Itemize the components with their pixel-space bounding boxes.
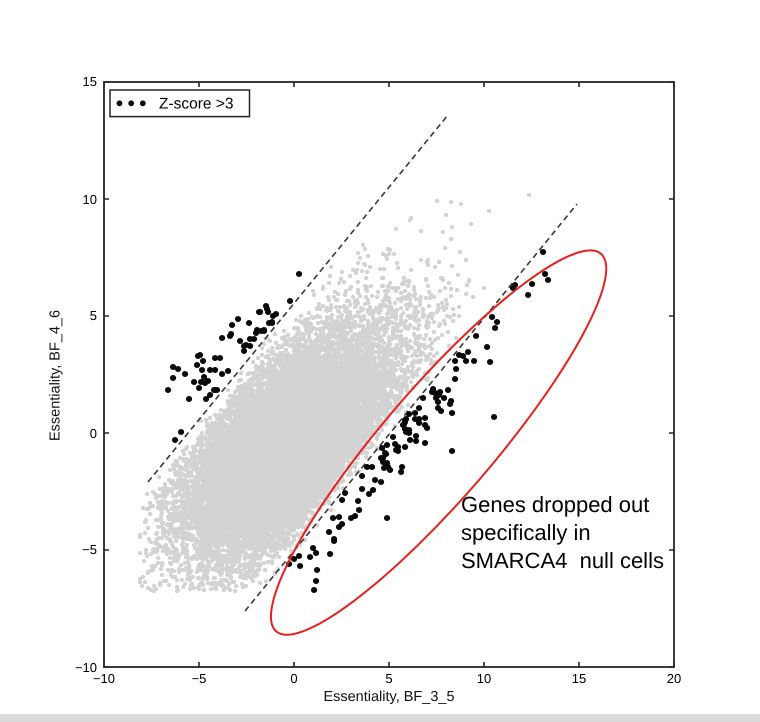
svg-text:20: 20 xyxy=(667,671,681,686)
svg-text:5: 5 xyxy=(90,308,97,323)
svg-text:Genes dropped out: Genes dropped out xyxy=(461,492,649,517)
svg-text:15: 15 xyxy=(572,671,586,686)
svg-text:5: 5 xyxy=(385,671,392,686)
svg-text:specifically in: specifically in xyxy=(461,520,591,545)
svg-text:−5: −5 xyxy=(192,671,207,686)
svg-text:Essentiality, BF_3_5: Essentiality, BF_3_5 xyxy=(323,689,454,705)
svg-text:0: 0 xyxy=(290,671,297,686)
svg-text:Z-score >3: Z-score >3 xyxy=(159,96,234,113)
svg-text:10: 10 xyxy=(83,192,97,207)
svg-text:Essentiality, BF_4_6: Essentiality, BF_4_6 xyxy=(48,310,64,441)
svg-text:0: 0 xyxy=(90,426,97,441)
svg-text:−5: −5 xyxy=(82,542,97,557)
svg-text:−10: −10 xyxy=(93,671,115,686)
svg-text:15: 15 xyxy=(83,74,97,89)
svg-text:10: 10 xyxy=(477,671,491,686)
svg-text:SMARCA4 null cells: SMARCA4 null cells xyxy=(461,548,664,573)
svg-text:−10: −10 xyxy=(75,660,97,675)
